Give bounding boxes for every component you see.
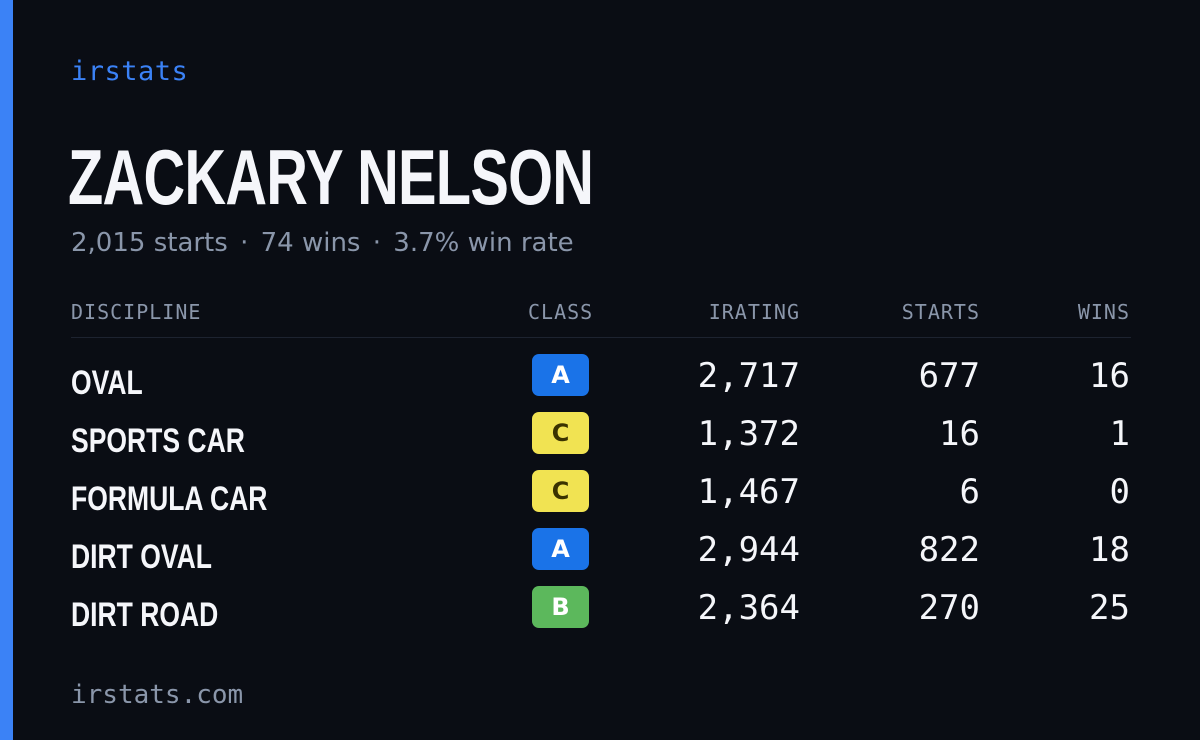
header-irating: IRATING	[708, 300, 800, 324]
starts-value: 16	[939, 414, 980, 454]
table-row: OVAL A 2,717 677 16	[0, 354, 1200, 412]
irating-value: 1,467	[697, 472, 800, 512]
irating-value: 1,372	[697, 414, 800, 454]
summary-separator: ·	[372, 228, 382, 258]
summary-wins: 74 wins	[260, 228, 361, 258]
header-starts: STARTS	[901, 300, 980, 324]
class-badge: A	[532, 354, 589, 396]
table-row: DIRT OVAL A 2,944 822 18	[0, 528, 1200, 586]
class-badge: C	[532, 412, 589, 454]
summary-separator: ·	[240, 228, 249, 258]
wins-value: 25	[1089, 588, 1130, 628]
summary-win-rate: 3.7% win rate	[393, 228, 574, 258]
table-row: SPORTS CAR C 1,372 16 1	[0, 412, 1200, 470]
starts-value: 6	[959, 472, 980, 512]
brand-logo-text: irstats	[71, 56, 189, 87]
irating-value: 2,717	[697, 356, 800, 396]
summary-starts: 2,015 starts	[71, 228, 228, 258]
wins-value: 1	[1109, 414, 1130, 454]
irating-value: 2,944	[697, 530, 800, 570]
discipline-name: FORMULA CAR	[71, 480, 268, 518]
irating-value: 2,364	[697, 588, 800, 628]
class-badge: C	[532, 470, 589, 512]
class-badge: B	[532, 586, 589, 628]
discipline-name: SPORTS CAR	[71, 422, 245, 460]
wins-value: 18	[1089, 530, 1130, 570]
starts-value: 677	[918, 356, 980, 396]
footer-url: irstats.com	[71, 680, 244, 710]
header-discipline: DISCIPLINE	[71, 300, 202, 324]
header-class: CLASS	[528, 300, 594, 324]
class-badge: A	[532, 528, 589, 570]
wins-value: 0	[1109, 472, 1130, 512]
discipline-name: DIRT ROAD	[71, 596, 219, 634]
player-summary: 2,015 starts · 74 wins · 3.7% win rate	[71, 228, 574, 258]
accent-bar	[0, 0, 13, 740]
discipline-name: DIRT OVAL	[71, 538, 212, 576]
player-name: ZACKARY NELSON	[68, 133, 594, 221]
starts-value: 822	[918, 530, 980, 570]
header-wins: WINS	[1077, 300, 1130, 324]
starts-value: 270	[918, 588, 980, 628]
header-divider	[71, 337, 1131, 338]
table-row: FORMULA CAR C 1,467 6 0	[0, 470, 1200, 528]
discipline-name: OVAL	[71, 364, 143, 402]
wins-value: 16	[1089, 356, 1130, 396]
table-row: DIRT ROAD B 2,364 270 25	[0, 586, 1200, 644]
